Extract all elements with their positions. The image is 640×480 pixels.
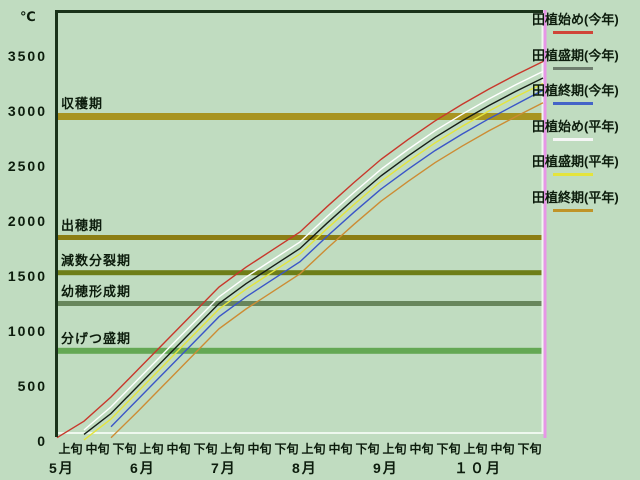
x-period-label-5: 下旬: [193, 442, 218, 456]
stage-label-2: 減数分裂期: [61, 253, 132, 269]
legend-swatch-3: [553, 137, 593, 141]
x-period-label-10: 中旬: [328, 442, 353, 456]
y-tick-label-2500: 2500: [7, 158, 47, 174]
legend-swatch-1: [553, 66, 593, 70]
x-period-label-6: 上旬: [220, 442, 245, 456]
stage-label-0: 収穫期: [61, 96, 104, 111]
legend-swatch-5: [553, 208, 593, 212]
y-tick-label-0: 0: [37, 433, 47, 449]
legend-swatch-0: [553, 31, 593, 34]
y-axis-unit-label: ℃: [20, 9, 36, 24]
legend-label-5: 田植終期(平年): [532, 189, 619, 205]
stage-line-1: [57, 235, 543, 240]
x-period-label-12: 上旬: [382, 442, 407, 456]
y-tick-label-3500: 3500: [7, 48, 47, 64]
legend-label-0: 田植始め(今年): [532, 12, 619, 27]
stage-line-0: [57, 113, 543, 120]
series-line-5: [110, 102, 544, 439]
y-tick-label-3000: 3000: [7, 103, 47, 119]
x-period-label-14: 下旬: [436, 442, 461, 456]
legend-label-3: 田植始め(平年): [532, 118, 619, 134]
x-period-label-0: 上旬: [58, 442, 83, 456]
legend-label-2: 田植終期(今年): [532, 83, 619, 98]
month-label-9月: 9月: [373, 460, 399, 476]
legend-label-4: 田植盛期(平年): [532, 154, 619, 169]
month-label-6月: 6月: [130, 460, 156, 476]
legend-label-1: 田植盛期(今年): [532, 47, 619, 63]
series-line-4: [83, 82, 544, 441]
stage-label-3: 幼穂形成期: [61, 284, 132, 299]
x-period-label-9: 上旬: [301, 442, 326, 456]
y-tick-label-1500: 1500: [7, 268, 47, 284]
x-period-label-13: 中旬: [409, 442, 434, 456]
x-period-label-2: 下旬: [112, 442, 137, 456]
x-period-label-17: 下旬: [517, 442, 542, 456]
x-period-label-4: 中旬: [166, 442, 191, 456]
month-label-１０月: １０月: [454, 460, 502, 476]
stage-label-4: 分げつ盛期: [61, 330, 132, 346]
stage-line-2: [57, 270, 543, 276]
x-period-label-8: 下旬: [274, 442, 299, 456]
series-line-0: [56, 60, 544, 439]
series-line-2: [110, 89, 544, 428]
month-label-8月: 8月: [292, 460, 318, 476]
x-period-label-3: 上旬: [139, 442, 164, 456]
y-tick-label-500: 500: [17, 378, 47, 394]
x-period-label-15: 上旬: [463, 442, 488, 456]
stage-line-4: [57, 347, 543, 354]
x-period-label-7: 中旬: [247, 442, 272, 456]
legend-swatch-4: [553, 173, 593, 176]
stage-line-3: [57, 301, 543, 306]
month-label-5月: 5月: [49, 460, 75, 476]
series-line-3: [83, 70, 544, 431]
stage-label-1: 出穂期: [61, 218, 104, 233]
x-period-label-16: 中旬: [490, 442, 515, 456]
y-tick-label-1000: 1000: [7, 323, 47, 339]
x-period-label-11: 下旬: [355, 442, 380, 456]
series-line-1: [83, 77, 544, 435]
y-tick-label-2000: 2000: [7, 213, 47, 229]
x-period-label-1: 中旬: [85, 442, 110, 456]
month-label-7月: 7月: [211, 460, 237, 476]
legend-swatch-2: [553, 102, 593, 105]
